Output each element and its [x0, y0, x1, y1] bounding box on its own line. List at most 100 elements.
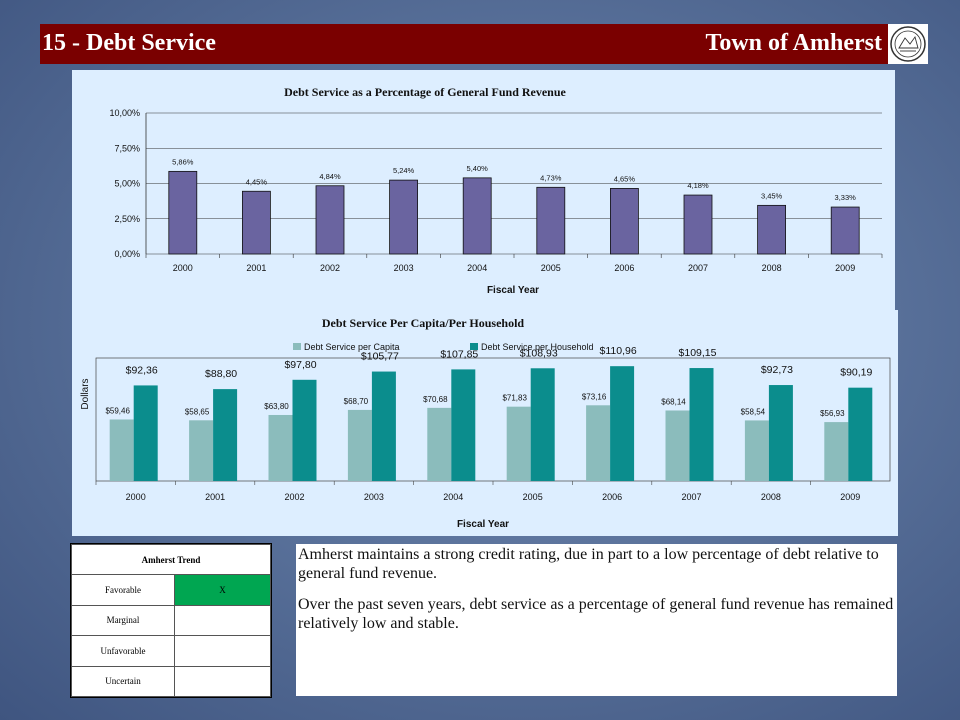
trend-label-uncertain: Uncertain [71, 665, 175, 698]
y-tick-label: 10,00% [109, 108, 140, 118]
bar-per-capita [665, 410, 690, 481]
bar [830, 206, 860, 255]
bar-per-household [133, 385, 158, 481]
data-label-per-household: $90,19 [840, 367, 872, 379]
bar [683, 194, 713, 255]
bar-per-household [530, 368, 555, 481]
trend-label-favorable: Favorable [71, 574, 175, 606]
trend-mark-favorable: X [174, 574, 271, 606]
y-tick-label: 7,50% [114, 143, 140, 153]
y-tick-label: 2,50% [114, 214, 140, 224]
x-tick-label: 2007 [688, 263, 708, 273]
data-label-per-capita: $71,83 [502, 394, 527, 403]
bar [389, 179, 419, 255]
data-label-per-capita: $58,65 [185, 407, 210, 416]
data-label: 4,45% [246, 177, 268, 186]
data-label: 4,18% [687, 181, 709, 190]
town-seal-icon [888, 24, 928, 64]
debt-percentage-chart-svg: Debt Service as a Percentage of General … [109, 85, 883, 296]
data-label: 5,86% [172, 157, 194, 166]
bar [757, 204, 786, 255]
trend-mark-marginal [174, 604, 271, 637]
data-label-per-household: $88,80 [205, 368, 237, 380]
commentary-paragraph-1: Amherst maintains a strong credit rating… [298, 546, 879, 582]
x-tick-label: 2006 [602, 492, 622, 502]
data-label: 4,65% [614, 174, 636, 183]
bar-per-household [848, 387, 873, 481]
data-label-per-capita: $58,54 [741, 407, 766, 416]
x-axis-label: Fiscal Year [487, 285, 539, 296]
town-name: Town of Amherst [705, 30, 882, 56]
bar [610, 188, 639, 255]
x-tick-label: 2002 [284, 492, 304, 502]
per-capita-household-chart-svg: Debt Service Per Capita/Per Household Fi… [80, 316, 891, 530]
legend-swatch-household [470, 343, 478, 350]
data-label-per-household: $92,73 [761, 364, 793, 376]
data-label-per-household: $110,96 [600, 345, 637, 357]
bar-per-household [610, 366, 635, 481]
bar-per-household [689, 368, 714, 481]
x-tick-label: 2004 [467, 263, 487, 273]
bar-per-capita [109, 419, 134, 481]
x-tick-label: 2006 [614, 263, 634, 273]
data-label-per-household: $97,80 [284, 359, 316, 371]
x-axis-label: Fiscal Year [457, 519, 509, 530]
chart-title: Debt Service Per Capita/Per Household [322, 316, 525, 330]
y-tick-label: 5,00% [114, 179, 140, 189]
x-tick-label: 2003 [364, 492, 384, 502]
x-tick-label: 2009 [835, 263, 855, 273]
y-axis-label: Dollars [80, 378, 91, 409]
x-tick-label: 2009 [840, 492, 860, 502]
trend-label-unfavorable: Unfavorable [71, 635, 175, 667]
bar-per-capita [744, 420, 769, 481]
bar-per-capita [427, 407, 452, 481]
data-label-per-capita: $73,16 [582, 392, 607, 401]
bar-per-household [292, 379, 317, 481]
x-tick-label: 2001 [205, 492, 225, 502]
trend-mark-unfavorable [174, 635, 271, 667]
data-label-per-household: $107,85 [440, 348, 478, 360]
x-tick-label: 2005 [523, 492, 543, 502]
x-tick-label: 2005 [541, 263, 561, 273]
per-capita-household-chart: Debt Service Per Capita/Per Household Fi… [72, 310, 898, 536]
data-label-per-capita: $56,93 [820, 409, 845, 418]
data-label-per-household: $109,15 [679, 347, 717, 359]
data-label: 5,40% [467, 164, 489, 173]
data-label-per-household: $108,93 [520, 347, 558, 359]
bar [241, 190, 271, 255]
trend-header: Amherst Trend [71, 543, 271, 576]
x-tick-label: 2003 [394, 263, 414, 273]
plot-area: 0,00% 2,50% 5,00% 7,50% 10,00% 5,86% 2000 4,45%… [109, 108, 883, 273]
data-label: 3,45% [761, 191, 783, 200]
bar-per-household [768, 385, 793, 481]
y-tick-label: 0,00% [114, 249, 140, 259]
data-label-per-household: $105,77 [361, 351, 399, 363]
bar [315, 185, 345, 255]
trend-label-marginal: Marginal [71, 604, 175, 637]
bar-per-household [451, 369, 476, 481]
x-tick-label: 2002 [320, 263, 340, 273]
data-label-per-capita: $70,68 [423, 395, 448, 404]
page-title: 15 - Debt Service [42, 30, 216, 56]
bar-per-capita [824, 422, 849, 481]
bar-per-capita [506, 406, 531, 481]
chart-title: Debt Service as a Percentage of General … [284, 85, 566, 99]
data-label-per-capita: $59,46 [105, 406, 130, 415]
plot-area: $59,46 $92,36 2000 $58,65 $88,80 2001 $63,80 $9… [95, 345, 891, 502]
data-label-per-capita: $68,14 [661, 397, 686, 406]
x-tick-label: 2008 [761, 492, 781, 502]
bar-per-household [371, 371, 396, 481]
legend-swatch-capita [293, 343, 301, 350]
data-label-per-household: $92,36 [126, 364, 158, 376]
x-tick-label: 2001 [246, 263, 266, 273]
x-tick-label: 2000 [126, 492, 146, 502]
x-tick-label: 2000 [173, 263, 193, 273]
data-label: 4,84% [319, 172, 341, 181]
data-label-per-capita: $63,80 [264, 402, 289, 411]
data-label: 4,73% [540, 173, 562, 182]
debt-percentage-chart: Debt Service as a Percentage of General … [72, 70, 895, 310]
legend-label-household: Debt Service per Household [481, 342, 594, 352]
title-banner: 15 - Debt Service Town of Amherst [40, 24, 928, 64]
x-tick-label: 2008 [762, 263, 782, 273]
data-label: 3,33% [835, 193, 857, 202]
